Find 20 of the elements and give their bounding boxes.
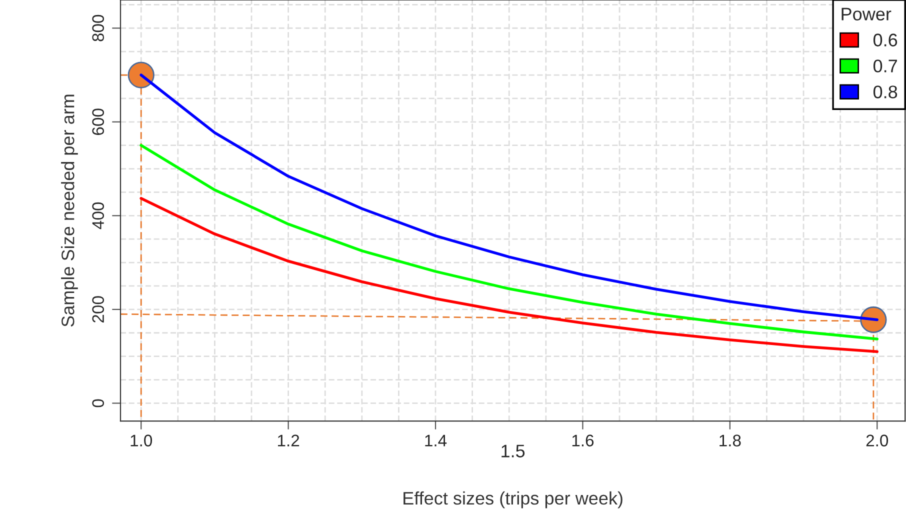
y-axis-title: Sample Size needed per arm <box>61 94 78 327</box>
line-series <box>140 196 879 354</box>
legend-title: Power <box>842 8 892 20</box>
line-series <box>140 144 879 340</box>
y-tick-label: 600 <box>92 108 104 135</box>
x-tick-label: 2.0 <box>866 434 888 446</box>
x-tick-label: 1.8 <box>720 434 741 446</box>
text: 1.5 <box>502 444 525 458</box>
legend-label: 0.8 <box>873 86 898 98</box>
y-tick-label: 200 <box>92 296 104 322</box>
x-tick-label: 1.0 <box>130 434 152 446</box>
x-tick-label: 1.6 <box>572 434 594 446</box>
legend-label: 0.7 <box>873 60 897 72</box>
x-tick-label: 1.2 <box>278 434 300 446</box>
legend-label: 0.6 <box>873 34 898 46</box>
x-axis-title: Effect sizes (trips per week) <box>404 491 622 508</box>
y-tick-label: 800 <box>92 14 104 42</box>
y-tick-label: 400 <box>92 202 104 230</box>
y-tick-label: 0 <box>92 399 104 408</box>
x-tick-label: 1.4 <box>425 434 447 446</box>
